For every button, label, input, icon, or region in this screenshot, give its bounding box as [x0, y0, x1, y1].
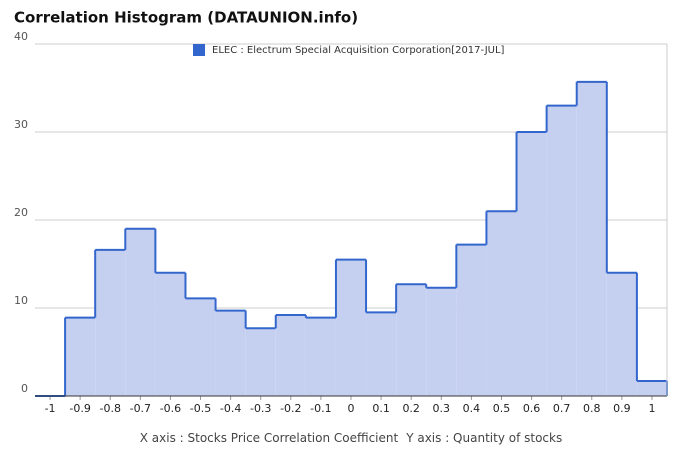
legend-swatch	[193, 44, 205, 56]
step-bar	[275, 315, 306, 396]
x-tick-label: 0.9	[613, 402, 631, 415]
x-axis-label: X axis : Stocks Price Correlation Coeffi…	[140, 431, 399, 445]
x-tick-label: -0.9	[69, 402, 90, 415]
step-bar	[396, 284, 427, 396]
step-bar	[606, 272, 637, 396]
step-bar	[185, 298, 216, 396]
y-tick-label: 10	[14, 294, 28, 307]
step-bar	[215, 310, 246, 396]
x-tick-label: 0	[348, 402, 355, 415]
x-tick-label: -1	[45, 402, 56, 415]
step-bar	[426, 287, 457, 396]
step-bar	[65, 317, 96, 396]
step-bar	[636, 381, 667, 396]
x-tick-label: 0.3	[433, 402, 451, 415]
x-tick-label: 0.4	[463, 402, 481, 415]
chart-title: Correlation Histogram (DATAUNION.info)	[14, 9, 358, 27]
x-tick-label: -0.5	[190, 402, 211, 415]
x-tick-label: -0.8	[100, 402, 121, 415]
x-tick-label: 0.6	[523, 402, 541, 415]
x-tick-label: 0.8	[583, 402, 601, 415]
step-bar	[335, 259, 367, 396]
step-bar	[516, 132, 547, 396]
step-bar	[546, 105, 577, 396]
step-bar	[576, 81, 607, 396]
y-tick-label: 20	[14, 206, 28, 219]
axis-labels: X axis : Stocks Price Correlation Coeffi…	[140, 431, 562, 445]
y-tick-label: 0	[21, 382, 28, 395]
x-tick-label: -0.2	[280, 402, 301, 415]
step-bar	[305, 317, 336, 396]
y-tick-label: 30	[14, 118, 28, 131]
step-bar	[245, 328, 276, 396]
x-tick-label: -0.4	[220, 402, 241, 415]
step-bar	[155, 272, 186, 396]
x-tick-label: -0.3	[250, 402, 271, 415]
x-tick-label: 0.7	[553, 402, 571, 415]
step-bar	[486, 211, 517, 396]
step-bar	[366, 312, 397, 396]
legend-label: ELEC : Electrum Special Acquisition Corp…	[212, 45, 505, 56]
x-tick-label: 0.1	[372, 402, 390, 415]
step-bar	[456, 244, 487, 396]
x-tick-label: 0.2	[402, 402, 420, 415]
x-tick-label: 0.5	[493, 402, 511, 415]
step-bar	[95, 249, 126, 396]
x-tick-label: -0.6	[160, 402, 181, 415]
step-bar	[125, 228, 156, 396]
y-axis-label: Y axis : Quantity of stocks	[405, 431, 562, 445]
y-tick-label: 40	[14, 30, 28, 43]
x-tick-label: 1	[648, 402, 655, 415]
x-tick-label: -0.1	[310, 402, 331, 415]
x-tick-label: -0.7	[130, 402, 151, 415]
